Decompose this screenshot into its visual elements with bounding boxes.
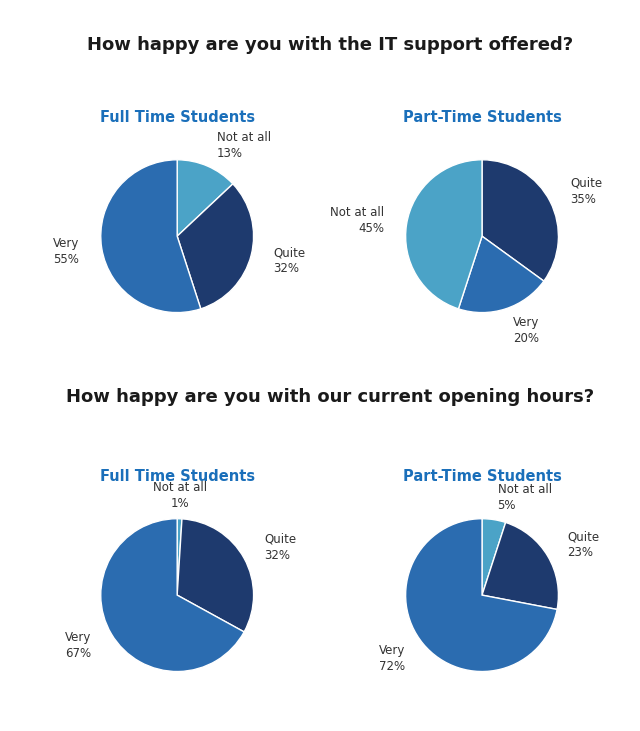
Wedge shape: [177, 160, 233, 236]
Text: Full Time Students: Full Time Students: [100, 469, 255, 484]
Text: Very
20%: Very 20%: [513, 316, 539, 345]
Wedge shape: [482, 523, 559, 610]
Wedge shape: [100, 160, 201, 313]
Text: Quite
35%: Quite 35%: [570, 177, 603, 205]
Text: Quite
23%: Quite 23%: [568, 530, 600, 559]
Text: Very
72%: Very 72%: [379, 644, 406, 673]
Text: Not at all
1%: Not at all 1%: [153, 481, 207, 510]
Wedge shape: [406, 160, 482, 309]
Wedge shape: [406, 519, 557, 672]
Wedge shape: [482, 519, 506, 595]
Text: Very
55%: Very 55%: [52, 238, 79, 266]
Text: Not at all
45%: Not at all 45%: [330, 206, 384, 235]
Wedge shape: [482, 160, 559, 281]
Text: Part-Time Students: Part-Time Students: [403, 469, 561, 484]
Text: How happy are you with the IT support offered?: How happy are you with the IT support of…: [86, 36, 573, 53]
Text: Not at all
13%: Not at all 13%: [216, 131, 271, 159]
Text: Very
67%: Very 67%: [65, 631, 92, 660]
Wedge shape: [177, 519, 253, 632]
Text: Part-Time Students: Part-Time Students: [403, 110, 561, 125]
Text: Full Time Students: Full Time Students: [100, 110, 255, 125]
Wedge shape: [100, 519, 244, 672]
Text: Quite
32%: Quite 32%: [273, 246, 305, 276]
Wedge shape: [177, 184, 253, 309]
Text: How happy are you with our current opening hours?: How happy are you with our current openi…: [65, 388, 594, 406]
Wedge shape: [458, 236, 544, 313]
Wedge shape: [177, 519, 182, 595]
Text: Quite
32%: Quite 32%: [264, 533, 296, 561]
Text: Not at all
5%: Not at all 5%: [497, 482, 552, 512]
